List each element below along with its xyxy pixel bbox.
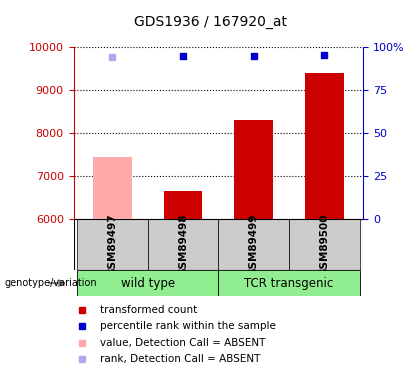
- Text: transformed count: transformed count: [100, 305, 197, 315]
- Text: wild type: wild type: [121, 277, 175, 290]
- Text: GDS1936 / 167920_at: GDS1936 / 167920_at: [134, 15, 286, 29]
- Text: genotype/variation: genotype/variation: [4, 278, 97, 288]
- Text: GSM89497: GSM89497: [108, 213, 117, 276]
- Bar: [74, 219, 363, 270]
- Bar: [218, 270, 360, 296]
- Bar: [218, 219, 289, 270]
- Text: GSM89498: GSM89498: [178, 213, 188, 276]
- Bar: [234, 120, 273, 219]
- Text: percentile rank within the sample: percentile rank within the sample: [100, 321, 276, 331]
- Bar: [305, 73, 344, 219]
- Text: GSM89499: GSM89499: [249, 213, 259, 276]
- Text: GSM89500: GSM89500: [320, 213, 329, 276]
- Bar: [77, 270, 218, 296]
- Text: TCR transgenic: TCR transgenic: [244, 277, 334, 290]
- Bar: [77, 219, 148, 270]
- Bar: [148, 219, 218, 270]
- Bar: [164, 191, 202, 219]
- Bar: [93, 157, 132, 219]
- Text: rank, Detection Call = ABSENT: rank, Detection Call = ABSENT: [100, 354, 260, 364]
- Text: value, Detection Call = ABSENT: value, Detection Call = ABSENT: [100, 338, 265, 348]
- Bar: [289, 219, 360, 270]
